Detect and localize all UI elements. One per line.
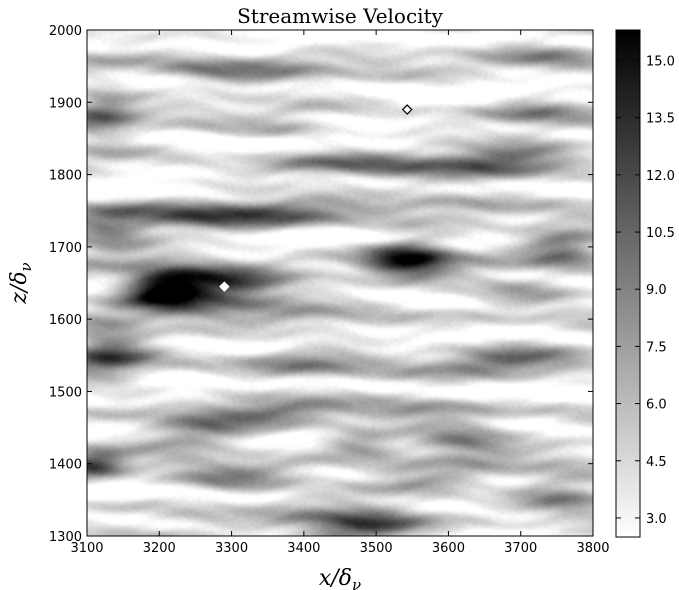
diamond-marker-filled — [219, 281, 230, 292]
x-tick-label: 3700 — [504, 541, 537, 556]
colorbar-ticks: 3.0 4.5 6.0 7.5 9.0 10.5 12.0 13.5 15.0 — [616, 54, 675, 527]
x-tick-label: 3200 — [143, 541, 176, 556]
y-tick-label: 1500 — [49, 385, 82, 400]
chart-title: Streamwise Velocity — [237, 4, 444, 28]
x-tick-label: 3300 — [215, 541, 248, 556]
y-axis-label: z/δν — [7, 262, 35, 304]
y-tick-label: 1700 — [49, 241, 82, 256]
colorbar-gradient — [615, 29, 641, 538]
colorbar-tick-label: 4.5 — [646, 455, 667, 470]
x-tick-label: 3800 — [576, 541, 609, 556]
colorbar-tick-label: 12.0 — [646, 169, 675, 184]
colorbar-tick-label: 7.5 — [646, 340, 667, 355]
x-axis-ticks: 3100 3200 3300 3400 3500 3600 3700 3800 — [70, 30, 610, 556]
marker-layer — [219, 104, 413, 292]
colorbar-tick-label: 6.0 — [646, 398, 667, 413]
diamond-marker-open — [401, 104, 413, 115]
heatmap-field — [87, 30, 593, 536]
colorbar-tick-label: 15.0 — [646, 54, 675, 69]
x-tick-label: 3500 — [360, 541, 393, 556]
colorbar-tick-label: 9.0 — [646, 283, 667, 298]
x-tick-label: 3400 — [287, 541, 320, 556]
y-tick-label: 1300 — [49, 530, 82, 545]
velocity-field-image — [87, 30, 593, 536]
y-axis-ticks: 1300 1400 1500 1600 1700 1800 1900 2000 — [49, 24, 593, 545]
y-tick-label: 1600 — [49, 313, 82, 328]
plot-frame — [86, 29, 594, 537]
colorbar: 3.0 4.5 6.0 7.5 9.0 10.5 12.0 13.5 15.0 — [615, 29, 675, 538]
colorbar-tick-label: 10.5 — [646, 226, 675, 241]
x-axis-label: x/δν — [319, 566, 361, 590]
x-tick-label: 3600 — [432, 541, 465, 556]
y-tick-label: 1800 — [49, 169, 82, 184]
colorbar-tick-label: 3.0 — [646, 512, 667, 527]
y-tick-label: 1400 — [49, 458, 82, 473]
colorbar-tick-label: 13.5 — [646, 112, 675, 127]
x-tick-label: 3100 — [70, 541, 103, 556]
y-tick-label: 2000 — [49, 24, 82, 39]
y-tick-label: 1900 — [49, 96, 82, 111]
